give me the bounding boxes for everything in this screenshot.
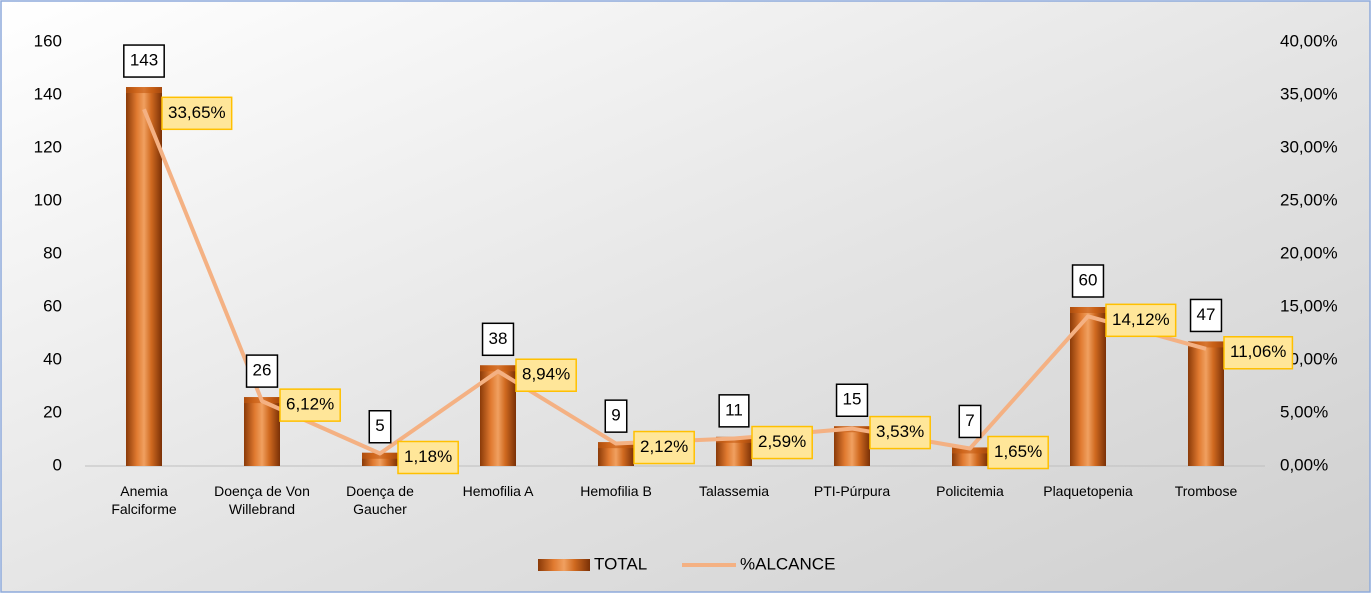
bar-cap	[1188, 341, 1224, 348]
line-value-label: 2,59%	[758, 432, 806, 451]
x-tick-label: Hemofilia B	[580, 483, 652, 499]
legend-label: %ALCANCE	[740, 554, 835, 573]
y-tick-label: 40	[43, 349, 62, 368]
bar-value-label: 143	[130, 51, 158, 70]
bar-value-label-box	[123, 44, 165, 78]
bar-value-label: 9	[611, 406, 620, 425]
bar-value-label: 11	[725, 400, 743, 419]
bar-value-label: 47	[1197, 305, 1216, 324]
y2-tick-label: 5,00%	[1280, 402, 1328, 421]
y2-tick-label: 40,00%	[1280, 31, 1338, 50]
line-value-label: 2,12%	[640, 437, 688, 456]
y2-tick-label: 15,00%	[1280, 296, 1338, 315]
bar-value-label-box	[958, 404, 982, 439]
y2-tick-label: 25,00%	[1280, 190, 1338, 209]
bar	[1188, 341, 1224, 466]
line-value-label-box	[515, 358, 577, 392]
line-value-label: 33,65%	[168, 103, 226, 122]
line-value-label-box	[397, 440, 459, 475]
bar-value-label: 26	[253, 361, 272, 380]
bar-value-label-box	[718, 394, 750, 428]
bar-value-label: 5	[375, 416, 384, 435]
y-tick-label: 80	[43, 243, 62, 262]
y2-tick-label: 10,00%	[1280, 349, 1338, 368]
x-tick-label: Doença de Von Willebrand	[214, 483, 310, 517]
bar-value-label-box	[368, 410, 392, 444]
line-value-label-box	[1105, 303, 1177, 338]
bar	[126, 87, 162, 467]
bar-cap	[1070, 307, 1106, 313]
line-value-label-box	[633, 430, 695, 465]
y2-tick-label: 0,00%	[1280, 455, 1328, 474]
y-tick-label: 60	[43, 296, 62, 315]
line-value-label-box	[1223, 336, 1294, 370]
x-tick-label: Anemia Falciforme	[111, 483, 177, 517]
y-tick-label: 140	[34, 84, 62, 103]
line-value-label: 3,53%	[876, 422, 924, 441]
bar-value-label-box	[835, 383, 869, 417]
y2-tick-label: 35,00%	[1280, 84, 1338, 103]
line-value-label-box	[751, 425, 813, 460]
y2-tick-label: 30,00%	[1280, 137, 1338, 156]
bar-value-label: 38	[489, 329, 508, 348]
line-value-label: 8,94%	[522, 365, 570, 384]
bar-cap	[480, 365, 516, 372]
x-tick-label: Policitemia	[936, 483, 1004, 499]
bar-value-label-box	[1071, 264, 1105, 298]
bar-value-label-box	[604, 399, 628, 433]
y-tick-label: 0	[53, 455, 62, 474]
y-tick-label: 160	[34, 31, 62, 50]
bar	[834, 426, 870, 466]
x-tick-label: Plaquetopenia	[1043, 483, 1133, 499]
line-value-label-box	[161, 96, 233, 131]
bar-value-label-box	[245, 354, 279, 388]
bar-value-label-box	[1189, 298, 1223, 333]
bar-cap	[126, 87, 162, 94]
y-tick-label: 120	[34, 137, 62, 156]
bar	[480, 365, 516, 466]
bar-value-label: 7	[965, 411, 974, 430]
bar-value-label: 15	[843, 390, 862, 409]
x-tick-label: Doença de Gaucher	[346, 483, 414, 517]
y-tick-label: 100	[34, 190, 62, 209]
bar-value-label: 60	[1079, 270, 1098, 289]
bar	[1070, 307, 1106, 466]
line-value-label-box	[279, 388, 341, 422]
y-tick-label: 20	[43, 402, 62, 421]
line-value-label: 6,12%	[286, 395, 334, 414]
bar-cap	[362, 452, 398, 459]
x-tick-label: PTI-Púrpura	[813, 483, 891, 499]
line-value-label-box	[987, 435, 1049, 470]
x-tick-label: Talassemia	[698, 483, 770, 499]
x-tick-label: Trombose	[1174, 483, 1238, 499]
line-value-label: 1,65%	[994, 442, 1042, 461]
bar-value-label-box	[481, 322, 515, 357]
line-value-label: 1,18%	[404, 447, 452, 466]
line-value-label: 14,12%	[1112, 310, 1170, 329]
y2-tick-label: 20,00%	[1280, 243, 1338, 262]
legend-swatch-bar	[538, 559, 590, 571]
x-tick-label: Hemofilia A	[462, 483, 534, 499]
line-value-label-box	[869, 415, 931, 450]
line-value-label: 11,06%	[1230, 342, 1286, 361]
legend-label: TOTAL	[594, 554, 647, 573]
